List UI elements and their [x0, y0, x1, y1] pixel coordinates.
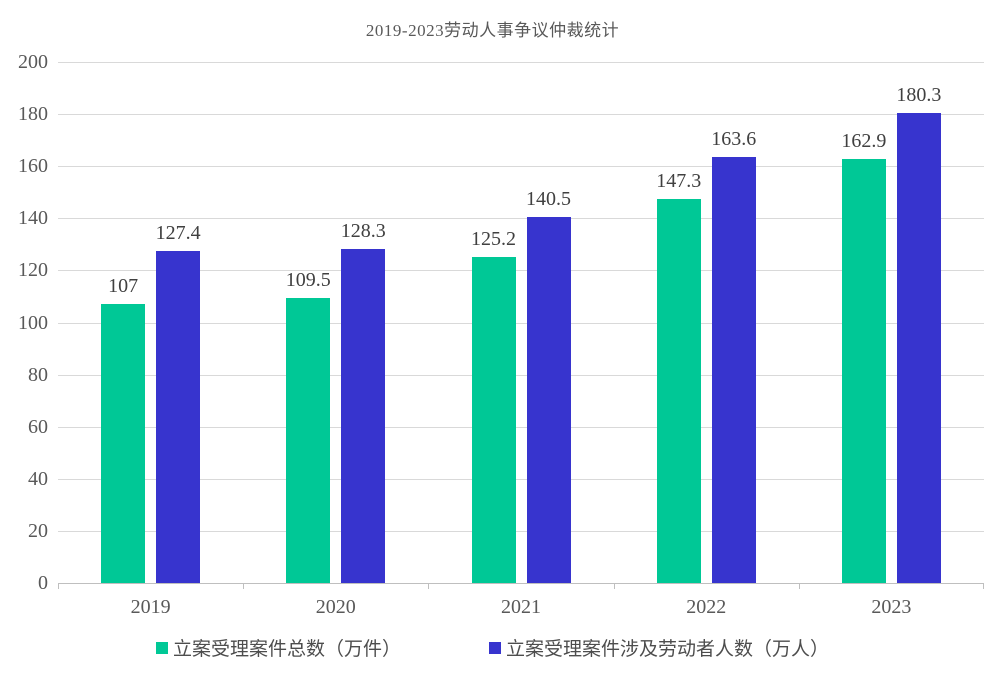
bar-value-label: 140.5 [526, 188, 571, 210]
bar-2022-series-2 [711, 156, 756, 583]
x-axis-tick [243, 583, 245, 589]
bar-value-label: 125.2 [471, 227, 516, 250]
bar-value-label: 163.6 [711, 127, 757, 150]
legend-swatch-icon [489, 641, 501, 654]
bar-2023-series-1 [841, 158, 886, 583]
x-axis-category-label: 2021 [501, 596, 541, 618]
y-axis-tick-label: 80 [28, 363, 48, 386]
y-axis-tick-label: 0 [38, 572, 48, 594]
legend: 立案受理案件总数（万件） 立案受理案件涉及劳动者人数（万人） [0, 634, 985, 661]
gridline [58, 426, 984, 428]
gridline [58, 478, 984, 480]
y-axis-tick-label: 200 [18, 51, 48, 73]
x-axis-tick [428, 583, 430, 589]
y-axis-tick-label: 120 [18, 259, 48, 282]
x-axis-tick [983, 583, 984, 589]
bar-value-label: 109.5 [285, 268, 331, 291]
x-axis-line [58, 583, 984, 584]
bar-2023-series-2 [896, 113, 941, 583]
x-axis-category-label: 2019 [130, 596, 171, 618]
x-axis-category-label: 2023 [871, 596, 912, 618]
x-axis-tick [798, 583, 800, 589]
gridline [58, 62, 984, 63]
x-axis-category-label: 2022 [686, 596, 727, 618]
bar-2021-series-2 [526, 217, 571, 583]
legend-item: 立案受理案件总数（万件） [155, 634, 401, 661]
bar-value-label: 127.4 [155, 222, 201, 245]
y-axis-tick-label: 160 [18, 155, 48, 178]
legend-label: 立案受理案件涉及劳动者人数（万人） [506, 639, 830, 660]
y-axis-tick-label: 60 [28, 415, 48, 438]
y-axis-tick-label: 40 [28, 467, 48, 490]
plot-area: 107 127.4 109.5 128.3 125.2 140.5 147.3 163.6 16… [58, 62, 984, 583]
bar-2020-series-2 [341, 248, 386, 583]
x-axis-category-label: 2020 [315, 596, 356, 618]
bar-2022-series-1 [656, 199, 701, 583]
bar-2019-series-1 [101, 304, 146, 583]
x-axis-tick [613, 583, 615, 589]
bar-2020-series-1 [286, 297, 331, 583]
legend-item: 立案受理案件涉及劳动者人数（万人） [489, 634, 829, 661]
gridline [58, 270, 984, 272]
bar-value-label: 180.3 [896, 84, 942, 107]
gridline [58, 322, 984, 324]
bar-2019-series-2 [156, 251, 201, 583]
bar-value-label: 128.3 [340, 219, 386, 242]
bar-value-label: 147.3 [656, 170, 702, 193]
y-axis-tick-label: 20 [28, 519, 48, 542]
legend-label: 立案受理案件总数（万件） [172, 639, 401, 660]
gridline [58, 114, 984, 116]
gridline [58, 530, 984, 532]
bar-2021-series-1 [471, 256, 516, 583]
gridline [58, 218, 984, 220]
legend-swatch-icon [155, 641, 168, 654]
y-axis-tick-label: 180 [18, 103, 48, 126]
y-axis-tick-label: 100 [18, 311, 48, 334]
bar-value-label: 162.9 [841, 129, 887, 152]
chart-title: 2019-2023劳动人事争议仲裁统计 [365, 21, 620, 40]
y-axis-tick-label: 140 [18, 207, 48, 230]
bar-value-label: 107 [108, 275, 139, 298]
gridline [58, 374, 984, 376]
gridline [58, 166, 984, 168]
x-axis-tick [58, 583, 59, 589]
